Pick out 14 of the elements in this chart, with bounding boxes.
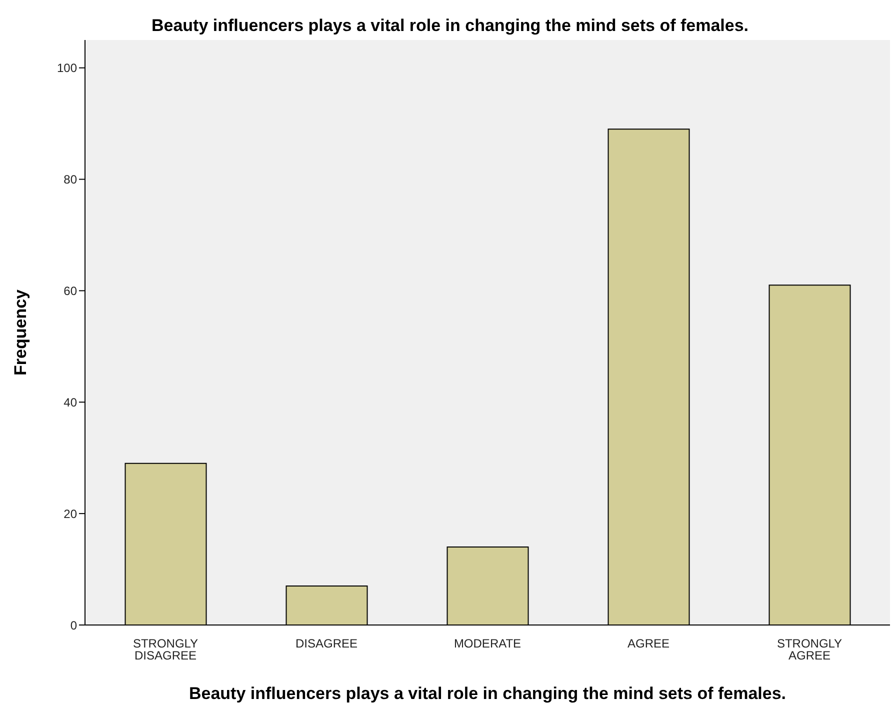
x-tick-label: AGREE xyxy=(627,636,670,651)
x-axis-title: Beauty influencers plays a vital role in changing the mind sets of females. xyxy=(188,684,786,703)
y-tick-label: 40 xyxy=(64,395,78,410)
y-tick-label: 0 xyxy=(70,618,78,632)
y-tick-label: 100 xyxy=(56,61,78,76)
chart-title: Beauty influencers plays a vital role in changing the mind sets of females. xyxy=(150,16,750,36)
y-tick-label: 80 xyxy=(64,172,78,187)
x-tick-label: STRONGLY DISAGREE xyxy=(132,636,198,663)
x-tick-label: STRONGLY AGREE xyxy=(776,636,842,663)
y-tick-label: 60 xyxy=(64,284,78,298)
y-axis-title: Frequency xyxy=(11,288,30,376)
y-tick-label: 20 xyxy=(64,506,78,521)
x-tick-label: MODERATE xyxy=(454,636,522,651)
x-tick-label: DISAGREE xyxy=(295,636,358,651)
